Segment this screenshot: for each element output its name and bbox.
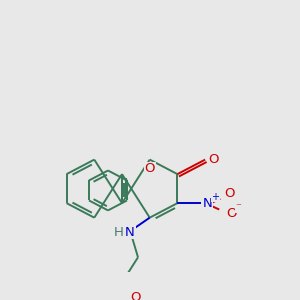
Text: N: N	[125, 226, 135, 239]
Text: O: O	[226, 207, 236, 220]
Text: ⁻: ⁻	[235, 203, 241, 213]
Text: O: O	[130, 291, 140, 300]
Text: H: H	[114, 226, 124, 239]
Text: O: O	[208, 153, 218, 166]
Text: O: O	[224, 187, 235, 200]
Text: O: O	[145, 162, 155, 175]
Text: +: +	[211, 192, 219, 202]
Text: N: N	[202, 196, 212, 210]
